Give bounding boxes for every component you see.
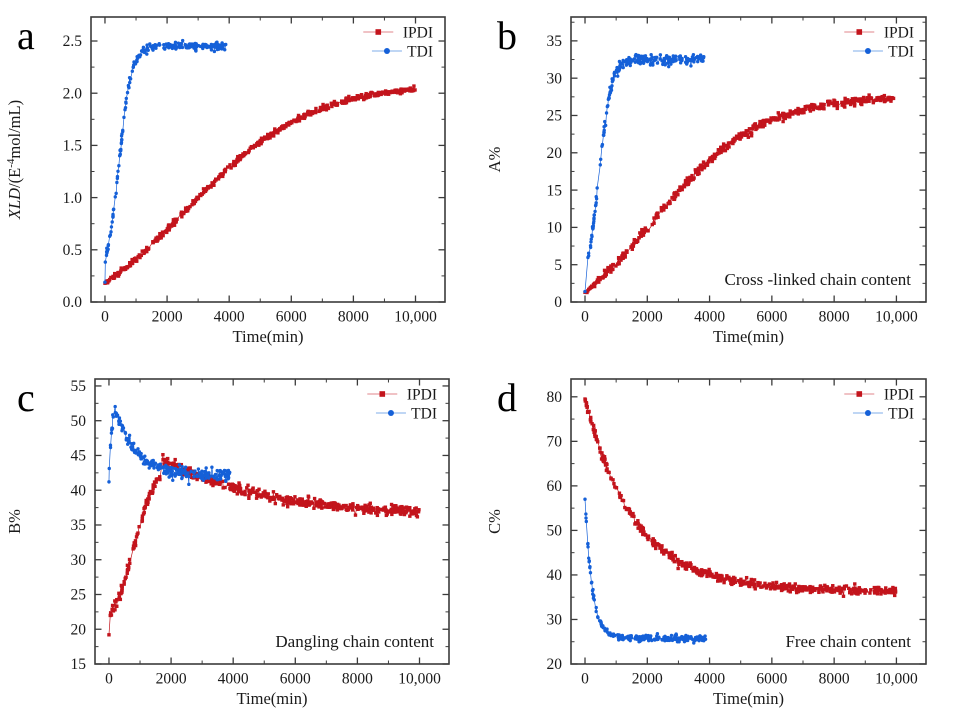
svg-text:XLD/(E-4mol/mL): XLD/(E-4mol/mL): [5, 100, 24, 220]
svg-text:6000: 6000: [280, 671, 311, 688]
svg-text:Time(min): Time(min): [233, 327, 304, 346]
svg-text:2.0: 2.0: [63, 85, 83, 102]
svg-text:0: 0: [101, 309, 109, 326]
svg-text:4000: 4000: [218, 671, 249, 688]
svg-text:Time(min): Time(min): [237, 689, 308, 708]
svg-text:4000: 4000: [214, 309, 245, 326]
svg-text:20: 20: [71, 621, 87, 638]
svg-text:10,000: 10,000: [875, 671, 918, 688]
svg-text:0.5: 0.5: [63, 242, 83, 259]
svg-text:0: 0: [581, 671, 589, 688]
svg-text:0: 0: [105, 671, 113, 688]
svg-text:50: 50: [71, 413, 87, 430]
svg-text:d: d: [497, 375, 517, 420]
svg-text:0.0: 0.0: [63, 294, 83, 311]
svg-text:55: 55: [71, 378, 87, 395]
svg-text:4000: 4000: [694, 671, 725, 688]
svg-text:20: 20: [547, 656, 563, 673]
svg-text:IPDI: IPDI: [884, 24, 914, 41]
svg-text:8000: 8000: [338, 309, 369, 326]
svg-text:2.5: 2.5: [63, 33, 83, 50]
svg-text:40: 40: [547, 567, 563, 584]
svg-text:8000: 8000: [342, 671, 373, 688]
svg-text:25: 25: [71, 587, 87, 604]
svg-text:80: 80: [547, 389, 563, 406]
svg-text:30: 30: [547, 70, 563, 87]
svg-text:10,000: 10,000: [394, 309, 437, 326]
svg-text:TDI: TDI: [888, 405, 914, 422]
svg-text:IPDI: IPDI: [884, 386, 914, 403]
svg-text:35: 35: [547, 33, 563, 50]
svg-text:C%: C%: [485, 509, 504, 534]
svg-text:TDI: TDI: [411, 405, 437, 422]
svg-text:4000: 4000: [694, 309, 725, 326]
svg-text:45: 45: [71, 448, 87, 465]
svg-text:70: 70: [547, 434, 563, 451]
svg-text:2000: 2000: [152, 309, 183, 326]
svg-text:b: b: [497, 13, 517, 58]
svg-text:Time(min): Time(min): [713, 327, 784, 346]
svg-text:25: 25: [547, 108, 563, 125]
svg-text:5: 5: [554, 257, 562, 274]
svg-text:8000: 8000: [819, 309, 850, 326]
svg-text:10,000: 10,000: [875, 309, 918, 326]
svg-text:TDI: TDI: [888, 43, 914, 60]
svg-text:Cross -linked chain content: Cross -linked chain content: [725, 270, 912, 289]
svg-text:6000: 6000: [276, 309, 307, 326]
svg-text:Time(min): Time(min): [713, 689, 784, 708]
svg-text:30: 30: [71, 552, 87, 569]
svg-text:8000: 8000: [819, 671, 850, 688]
svg-text:TDI: TDI: [407, 43, 433, 60]
svg-text:10: 10: [547, 220, 563, 237]
svg-text:60: 60: [547, 478, 563, 495]
svg-text:6000: 6000: [756, 671, 787, 688]
svg-text:30: 30: [547, 612, 563, 629]
svg-text:15: 15: [71, 656, 87, 673]
svg-text:a: a: [17, 13, 35, 58]
svg-text:c: c: [17, 375, 35, 420]
svg-text:IPDI: IPDI: [407, 386, 437, 403]
svg-text:6000: 6000: [756, 309, 787, 326]
svg-text:1.0: 1.0: [63, 190, 83, 207]
svg-text:2000: 2000: [632, 671, 663, 688]
svg-text:15: 15: [547, 182, 563, 199]
svg-text:Dangling chain content: Dangling chain content: [275, 632, 434, 651]
svg-text:50: 50: [547, 523, 563, 540]
svg-text:A%: A%: [485, 146, 504, 172]
svg-text:10,000: 10,000: [398, 671, 441, 688]
svg-text:2000: 2000: [632, 309, 663, 326]
svg-text:0: 0: [554, 294, 562, 311]
svg-text:35: 35: [71, 517, 87, 534]
svg-text:0: 0: [581, 309, 589, 326]
svg-text:1.5: 1.5: [63, 138, 83, 155]
svg-text:IPDI: IPDI: [403, 24, 433, 41]
svg-text:2000: 2000: [156, 671, 187, 688]
svg-text:Free chain content: Free chain content: [785, 632, 911, 651]
svg-text:B%: B%: [5, 509, 24, 534]
svg-text:20: 20: [547, 145, 563, 162]
svg-text:40: 40: [71, 482, 87, 499]
